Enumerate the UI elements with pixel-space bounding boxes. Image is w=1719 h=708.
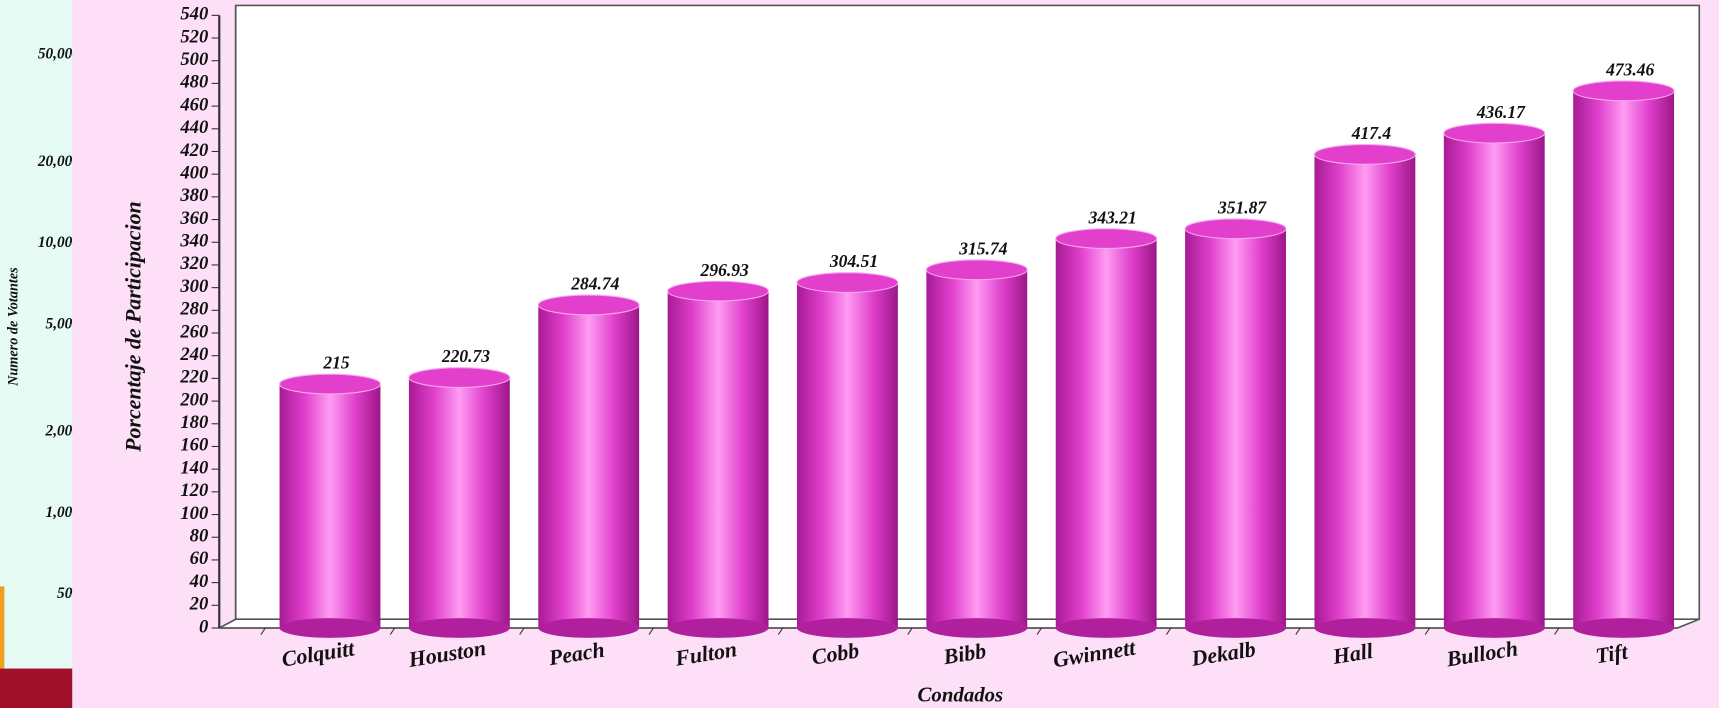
- bar-bottom: [408, 618, 510, 638]
- y-tick-label: 280: [179, 299, 208, 320]
- x-tick-label: Tift: [1594, 638, 1630, 668]
- y-tick-label: 140: [180, 457, 208, 478]
- y-axis-label: Porcentaje de Participacion: [120, 201, 145, 453]
- x-tick: [1036, 627, 1042, 635]
- bar-top: [537, 294, 640, 316]
- bar-bottom: [538, 618, 640, 638]
- left-y-tick-label: 50,00: [38, 46, 73, 63]
- y-tick-label: 380: [179, 185, 208, 206]
- left-y-label: Numero de Votantes: [6, 267, 22, 387]
- y-tick-label: 200: [179, 389, 208, 410]
- left-y-tick-label: 1,00: [46, 504, 73, 521]
- bar-body: [408, 377, 510, 628]
- bar-top: [1443, 122, 1546, 144]
- x-tick: [519, 627, 525, 635]
- left-y-tick-label: 20,00: [37, 153, 73, 170]
- value-label: 343.21: [1088, 207, 1137, 227]
- y-tick-label: 120: [180, 480, 208, 501]
- x-tick: [260, 627, 266, 635]
- bar-bottom: [667, 618, 769, 638]
- bar-bottom: [279, 618, 381, 638]
- left-y-tick-label: 10,00: [38, 234, 73, 251]
- bar-top: [408, 367, 511, 388]
- x-tick: [907, 627, 913, 635]
- y-tick-label: 40: [189, 571, 209, 592]
- x-tick: [1166, 627, 1172, 635]
- x-tick: [1554, 627, 1560, 635]
- bar-top: [1055, 228, 1158, 250]
- value-label: 304.51: [829, 251, 878, 271]
- y-tick-label: 500: [180, 49, 208, 70]
- y-tick-label: 0: [199, 616, 208, 637]
- bar-top: [1313, 144, 1416, 165]
- y-tick-label: 160: [180, 435, 208, 456]
- y-tick-label: 180: [180, 412, 208, 433]
- value-label: 473.46: [1605, 59, 1654, 79]
- value-label: 284.74: [570, 274, 619, 294]
- bar-bottom: [1055, 618, 1157, 638]
- y-tick-label: 460: [179, 94, 208, 115]
- bar-body: [797, 282, 898, 628]
- bar-body: [1185, 228, 1286, 628]
- y-tick-label: 540: [180, 4, 208, 25]
- left-y-tick-label: 50: [57, 585, 73, 602]
- x-tick: [1424, 627, 1431, 635]
- bar-bottom: [1573, 618, 1675, 638]
- accent: [0, 586, 5, 669]
- value-label: 296.93: [700, 260, 749, 280]
- bar-top: [925, 259, 1028, 281]
- y-tick-label: 420: [179, 140, 208, 161]
- y-tick-label: 260: [179, 321, 208, 342]
- y-tick-label: 100: [180, 503, 208, 524]
- value-label: 215: [322, 353, 350, 373]
- bar-bottom: [797, 618, 898, 638]
- value-label: 315.74: [958, 238, 1007, 258]
- y-tick-label: 400: [179, 162, 208, 183]
- x-axis-label: Condados: [918, 682, 1004, 706]
- value-label: 436.17: [1476, 102, 1526, 122]
- y-tick-label: 340: [179, 231, 208, 252]
- bar-bottom: [1314, 618, 1416, 638]
- y-tick-label: 80: [190, 526, 209, 547]
- bar-body: [1055, 238, 1157, 628]
- y-tick-label: 320: [179, 253, 208, 274]
- bar-top: [279, 373, 381, 395]
- y-tick-label: 480: [179, 72, 208, 93]
- bar-body: [926, 269, 1028, 628]
- value-label: 417.4: [1351, 123, 1392, 143]
- x-tick: [1295, 627, 1301, 635]
- bar-bottom: [926, 618, 1028, 638]
- y-tick-label: 220: [179, 367, 208, 388]
- y-tick-label: 240: [179, 344, 208, 365]
- x-tick: [389, 627, 396, 635]
- left-panel: [0, 0, 73, 708]
- bar-body: [538, 304, 640, 628]
- bar-bottom: [1443, 618, 1545, 638]
- y-tick-label: 300: [179, 276, 208, 297]
- bar-body: [1573, 90, 1675, 628]
- bar-top: [667, 280, 770, 302]
- bar-body: [667, 291, 769, 628]
- x-tick: [648, 627, 654, 635]
- bar-top: [1184, 218, 1287, 240]
- y-tick-label: 440: [179, 117, 208, 138]
- bar-body: [1314, 154, 1416, 628]
- left-y-tick-label: 2,00: [45, 423, 73, 440]
- y-tick-label: 360: [179, 208, 208, 229]
- bar-body: [279, 384, 381, 628]
- left-y-tick-label: 5,00: [46, 315, 73, 332]
- bar-top: [1572, 80, 1675, 102]
- bar-top: [796, 272, 899, 293]
- y-tick-label: 60: [190, 548, 209, 569]
- y-tick-label: 20: [189, 594, 209, 615]
- bar-bottom: [1185, 618, 1286, 638]
- y-tick-label: 520: [180, 26, 208, 47]
- x-tick: [777, 627, 784, 635]
- accent: [0, 668, 73, 708]
- value-label: 220.73: [441, 346, 490, 366]
- value-label: 351.87: [1217, 197, 1267, 217]
- bar-body: [1443, 133, 1545, 628]
